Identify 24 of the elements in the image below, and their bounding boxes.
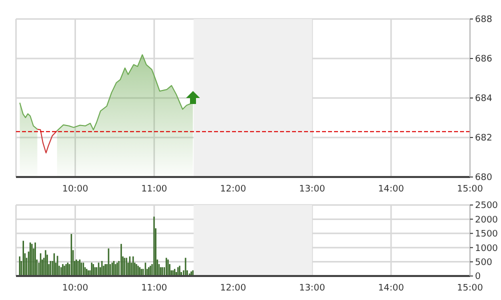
y-tick-label: 684 bbox=[475, 94, 492, 104]
x-tick-label: 15:00 bbox=[457, 184, 484, 194]
x-tick-label: 14:00 bbox=[378, 184, 404, 194]
x-tick-label: 14:00 bbox=[378, 283, 404, 294]
y-tick-label: 686 bbox=[475, 54, 492, 65]
y-tick-label: 2000 bbox=[475, 215, 498, 226]
y-tick-label: 1500 bbox=[475, 230, 498, 240]
x-tick-label: 10:00 bbox=[62, 184, 88, 194]
y-tick-label: 500 bbox=[475, 258, 492, 268]
y-tick-label: 682 bbox=[475, 134, 492, 144]
x-tick-label: 11:00 bbox=[141, 283, 168, 294]
x-tick-label: 10:00 bbox=[62, 283, 88, 294]
y-tick-label: 2500 bbox=[475, 201, 498, 212]
y-tick-label: 688 bbox=[475, 15, 492, 26]
y-tick-label: 1000 bbox=[475, 244, 498, 254]
x-tick-label: 15:00 bbox=[457, 283, 484, 294]
y-tick-label: 0 bbox=[475, 272, 481, 282]
x-tick-label: 13:00 bbox=[299, 184, 326, 194]
x-tick-label: 12:00 bbox=[220, 184, 246, 194]
x-tick-label: 13:00 bbox=[299, 283, 326, 294]
x-tick-label: 12:00 bbox=[220, 283, 246, 294]
y-tick-label: 680 bbox=[475, 173, 492, 184]
x-tick-label: 11:00 bbox=[141, 184, 168, 194]
line-series bbox=[36, 128, 58, 154]
